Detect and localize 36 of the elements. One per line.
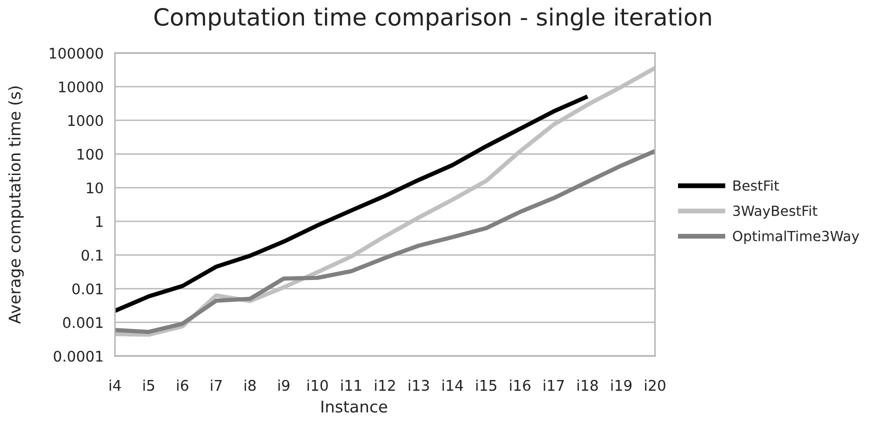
x-tick-label: i14 (442, 380, 463, 391)
legend-label: 3WayBestFit (733, 205, 818, 219)
y-tick-label: 100000 (50, 48, 103, 59)
line-series (115, 149, 655, 334)
x-tick-label: i19 (611, 380, 632, 391)
legend-label: OptimalTime3Way (732, 230, 860, 244)
x-tick-label: i13 (408, 380, 429, 391)
line-series (115, 66, 655, 337)
x-tick-label: i4 (110, 380, 121, 391)
y-tick-label: 100 (78, 148, 103, 160)
chart-title: Computation time comparison - single iteration (154, 8, 711, 30)
x-tick-label: i12 (375, 380, 395, 391)
x-tick-label: i10 (308, 380, 328, 391)
y-tick-label: 0.001 (63, 317, 103, 328)
x-tick-label: i18 (578, 380, 598, 391)
y-tick-label: 1000 (68, 115, 103, 126)
x-tick-label: i9 (278, 380, 290, 391)
x-tick-label: i15 (476, 380, 496, 391)
y-axis-title: Average computation time (s) (8, 86, 24, 324)
x-tick-label: i6 (177, 380, 188, 391)
x-tick-label: i8 (244, 380, 256, 391)
legend-label: BestFit (734, 180, 779, 191)
y-tick-label: 0.01 (72, 283, 103, 294)
x-tick-label: i20 (645, 380, 666, 391)
y-tick-label: 0.1 (82, 250, 103, 261)
x-tick-label: i11 (341, 380, 362, 391)
y-tick-label: 1 (96, 216, 103, 227)
y-tick-label: 10 (86, 182, 103, 194)
x-tick-label: i16 (510, 380, 530, 391)
x-tick-label: i7 (210, 380, 222, 391)
y-tick-label: 0.0001 (54, 350, 103, 362)
x-axis-title: Instance (322, 400, 388, 413)
line-series (115, 94, 590, 313)
x-tick-label: i17 (544, 380, 564, 391)
x-tick-label: i5 (143, 380, 154, 391)
y-tick-label: 10000 (59, 81, 103, 92)
